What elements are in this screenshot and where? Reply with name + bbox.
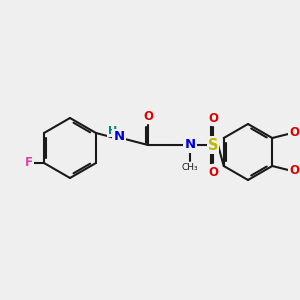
Text: N: N	[184, 139, 196, 152]
Text: O: O	[208, 166, 218, 178]
Text: O: O	[208, 112, 218, 124]
Text: O: O	[289, 127, 299, 140]
Text: O: O	[289, 164, 299, 178]
Text: N: N	[113, 130, 124, 143]
Text: H: H	[108, 126, 118, 136]
Text: F: F	[25, 157, 33, 169]
Text: CH₃: CH₃	[182, 163, 198, 172]
Text: O: O	[143, 110, 153, 124]
Text: S: S	[208, 137, 218, 152]
